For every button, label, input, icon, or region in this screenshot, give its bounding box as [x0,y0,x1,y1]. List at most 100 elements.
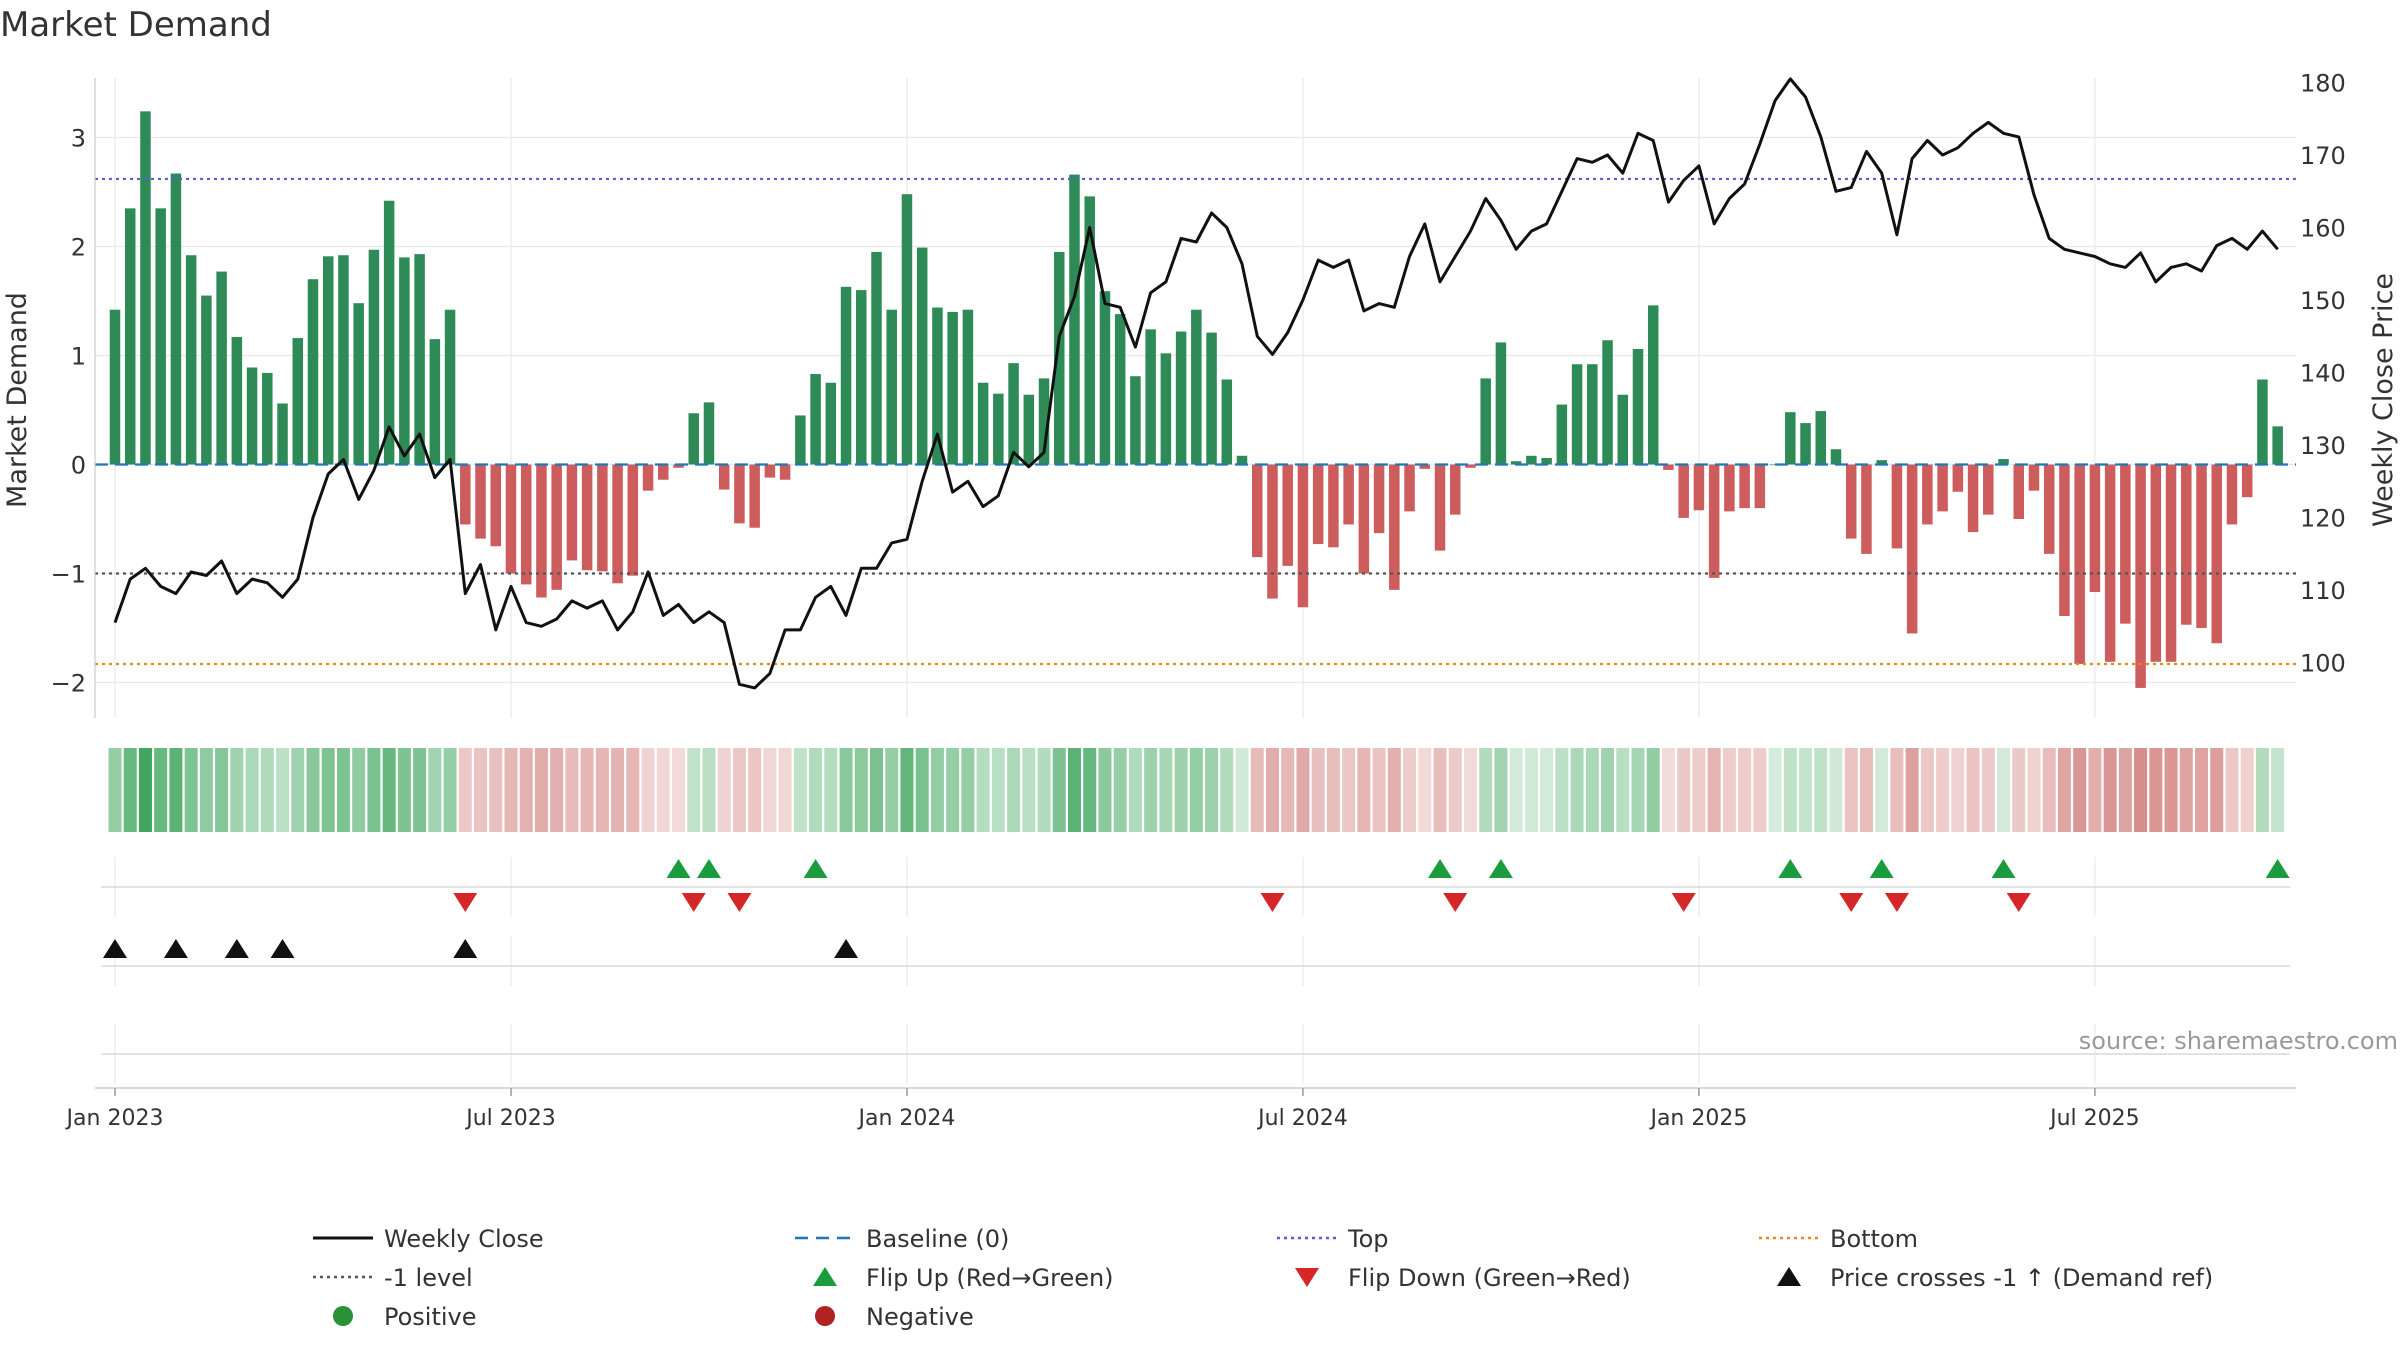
demand-bar [1876,460,1887,465]
demand-bar [886,309,897,465]
demand-bar [703,402,715,465]
demand-bar [810,374,821,465]
demand-bar [795,415,806,465]
demand-bar [505,464,517,574]
chart-title: Market Demand [0,5,272,45]
flip-up-marker [1991,859,2016,878]
demand-bar [490,464,501,547]
demand-bar [231,336,243,465]
legend-label: Positive [384,1303,477,1331]
demand-bar [1175,331,1187,465]
flip-down-marker [453,893,478,912]
heat-cell [504,748,518,832]
heat-cell [763,748,777,832]
flip-up-marker [696,859,721,878]
heat-cell [458,748,472,832]
heat-cell [1722,748,1736,832]
flip-down-marker [2006,893,2031,912]
price-cross-panel [101,939,2290,967]
heat-cell [2027,748,2041,832]
demand-bar [170,173,182,465]
flip-down-marker [681,893,706,912]
price-cross-marker [103,939,127,958]
y-tick-label-left: 3 [71,125,86,153]
heat-cell [1265,748,1279,832]
heat-cell [1997,748,2011,832]
demand-bar [262,372,273,465]
heat-cell [108,748,122,832]
heat-cell [1844,748,1858,832]
demand-bar [1389,464,1400,590]
demand-bar [1861,464,1872,554]
demand-bar [109,309,121,465]
heat-cell [1905,748,1919,832]
heat-cell [306,748,320,832]
demand-bar [1693,464,1705,511]
heat-cell [336,748,350,832]
demand-bar [764,464,776,478]
y-tick-label-left: 0 [71,452,86,480]
heat-cell [793,748,807,832]
x-tick-label: Jan 2024 [857,1106,956,1131]
heat-cell [474,748,488,832]
level-lines [95,177,2296,666]
heat-cell [595,748,609,832]
demand-bar [2150,464,2162,662]
heat-cell [1677,748,1691,832]
demand-bar [2059,464,2070,617]
demand-bar [916,247,928,465]
heat-cell [230,748,244,832]
x-tick-label: Jul 2025 [2048,1106,2140,1131]
heat-cell [169,748,183,832]
heat-cell [1585,748,1599,832]
demand-bar [2272,426,2283,465]
heat-cell [550,748,564,832]
x-tick-label: Jan 2025 [1648,1106,1747,1131]
demand-bar [947,311,958,465]
legend-item: Baseline (0) [795,1225,1009,1253]
demand-bar [627,464,639,576]
price-cross-marker [163,939,188,958]
legend-swatch-triangle-up [1777,1267,1801,1286]
legend-item: Price crosses -1 ↑ (Demand ref) [1777,1264,2213,1292]
demand-bar [1449,464,1461,515]
x-tick-label: Jul 2024 [1256,1106,1348,1131]
legend-label: Bottom [1830,1225,1918,1253]
flip-up-marker [1778,859,1803,878]
y-tick-label-left: −2 [51,670,86,698]
heat-cell [809,748,823,832]
heat-cell [1159,748,1173,832]
flip-up-marker [2265,859,2290,878]
flip-up-marker [1488,859,1513,878]
legend-swatch-triangle-down [1295,1268,1319,1287]
demand-bar [2104,464,2116,662]
demand-bar [307,279,319,465]
heat-cell [2149,748,2163,832]
demand-bar [932,307,943,465]
demand-bar [1830,449,1842,465]
heat-cell [1479,748,1493,832]
demand-bar [1708,464,1720,578]
heat-cell [1616,748,1630,832]
demand-bar [1160,353,1172,465]
heat-cell [946,748,960,832]
watermark: source: sharemaestro.com [2079,1027,2398,1055]
legend-label: Top [1347,1225,1389,1253]
demand-bar [871,251,882,465]
demand-bar [1495,342,1507,465]
demand-bar [1510,461,1522,465]
demand-bar [475,464,486,539]
heat-cell [1753,748,1767,832]
flip-down-marker [1884,893,1909,912]
demand-bar [429,339,441,465]
demand-bar [353,303,364,465]
heat-cell [2103,748,2117,832]
demand-bar [246,367,258,465]
heat-cell [1083,748,1097,832]
demand-bar [1191,309,1202,465]
y-tick-label-right: 170 [2300,142,2346,170]
demand-bar [1130,376,1141,465]
demand-bar [322,256,334,465]
demand-bar [140,111,151,465]
